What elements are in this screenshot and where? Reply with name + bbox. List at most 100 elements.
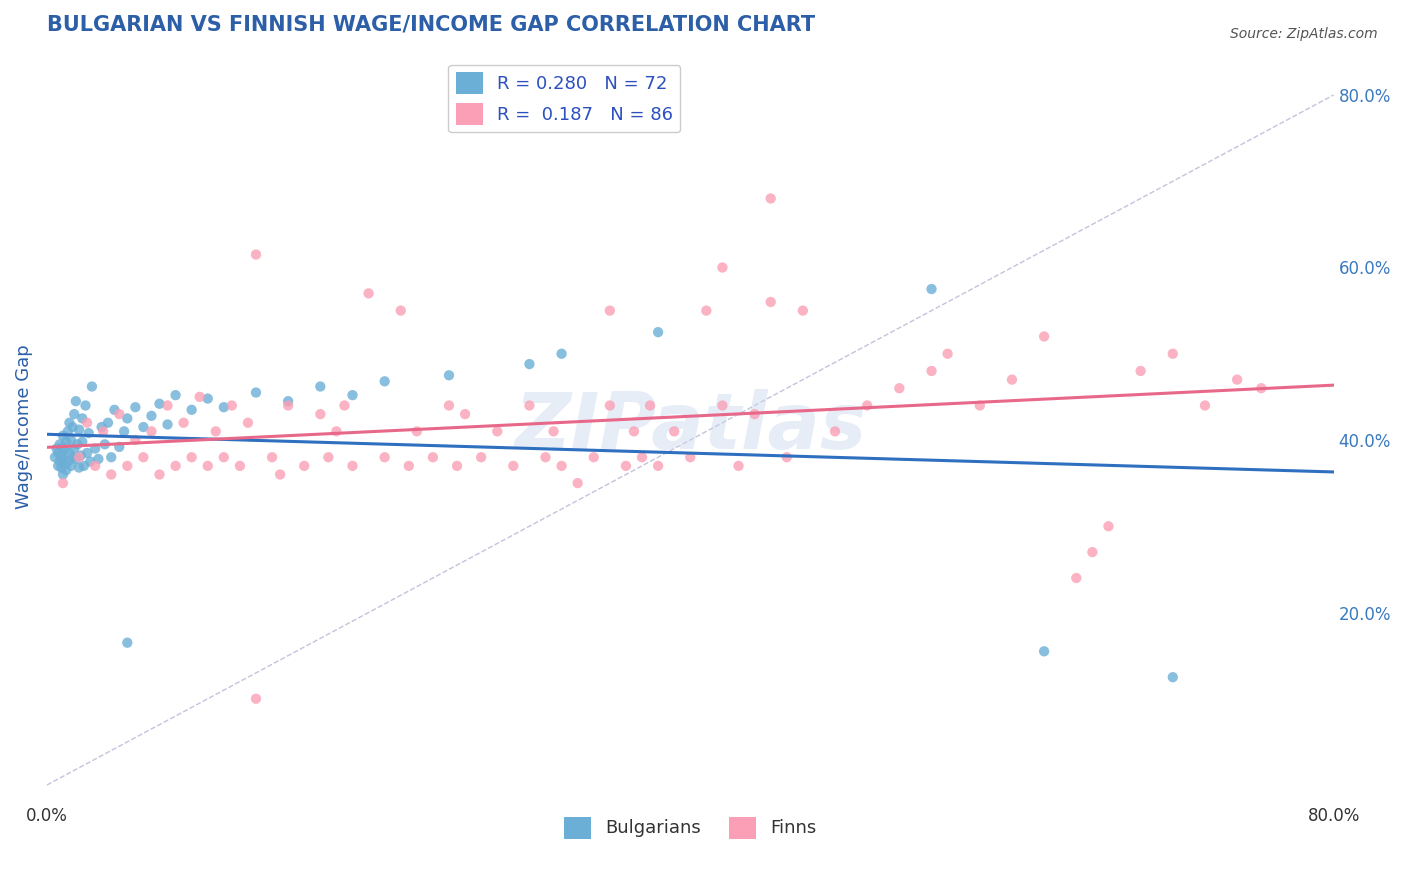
Point [212, 450, 235, 465]
Point [103, 402, 125, 417]
Point [277, 394, 299, 409]
Point [744, 407, 766, 421]
Point [292, 458, 315, 473]
Point [1129, 364, 1152, 378]
Point [856, 399, 879, 413]
Point [84, 442, 107, 456]
Point [60, 458, 83, 473]
Point [262, 450, 284, 465]
Point [55, 434, 77, 449]
Text: ZIPatlas: ZIPatlas [515, 389, 866, 465]
Point [567, 476, 589, 491]
Point [46, 446, 69, 460]
Point [269, 467, 291, 482]
Point [446, 458, 468, 473]
Point [1250, 381, 1272, 395]
Point [599, 303, 621, 318]
Point [141, 409, 163, 423]
Point [60, 433, 83, 447]
Point [389, 303, 412, 318]
Point [79, 454, 101, 468]
Point [58, 416, 80, 430]
Point [1161, 347, 1184, 361]
Point [711, 399, 734, 413]
Point [49, 437, 72, 451]
Point [221, 399, 243, 413]
Point [357, 286, 380, 301]
Point [437, 399, 460, 413]
Point [132, 420, 155, 434]
Point [333, 399, 356, 413]
Point [165, 458, 187, 473]
Point [44, 450, 66, 465]
Point [695, 303, 717, 318]
Point [342, 458, 364, 473]
Point [236, 416, 259, 430]
Point [1081, 545, 1104, 559]
Point [52, 452, 75, 467]
Point [53, 457, 76, 471]
Point [550, 347, 572, 361]
Point [245, 247, 267, 261]
Point [117, 411, 139, 425]
Point [63, 407, 86, 421]
Text: Source: ZipAtlas.com: Source: ZipAtlas.com [1230, 27, 1378, 41]
Point [454, 407, 477, 421]
Point [936, 347, 959, 361]
Point [69, 449, 91, 463]
Point [52, 467, 75, 482]
Point [63, 442, 86, 456]
Point [94, 437, 117, 451]
Point [582, 450, 605, 465]
Point [759, 192, 782, 206]
Legend: Bulgarians, Finns: Bulgarians, Finns [557, 809, 824, 846]
Point [1033, 329, 1056, 343]
Point [470, 450, 492, 465]
Point [711, 260, 734, 275]
Point [156, 417, 179, 432]
Point [108, 407, 131, 421]
Point [679, 450, 702, 465]
Point [91, 425, 114, 439]
Point [65, 394, 87, 409]
Point [374, 375, 396, 389]
Point [229, 458, 252, 473]
Point [437, 368, 460, 383]
Point [197, 392, 219, 406]
Point [212, 401, 235, 415]
Point [647, 325, 669, 339]
Point [132, 450, 155, 465]
Point [519, 357, 541, 371]
Point [52, 440, 75, 454]
Point [318, 450, 340, 465]
Point [245, 691, 267, 706]
Point [664, 425, 686, 439]
Point [631, 450, 654, 465]
Point [1001, 373, 1024, 387]
Point [67, 450, 90, 465]
Point [1097, 519, 1119, 533]
Point [180, 402, 202, 417]
Point [486, 425, 509, 439]
Point [502, 458, 524, 473]
Point [727, 458, 749, 473]
Point [49, 454, 72, 468]
Point [51, 449, 73, 463]
Point [173, 416, 195, 430]
Point [969, 399, 991, 413]
Point [52, 476, 75, 491]
Point [84, 458, 107, 473]
Point [309, 379, 332, 393]
Point [405, 425, 427, 439]
Point [1161, 670, 1184, 684]
Point [204, 425, 226, 439]
Point [117, 636, 139, 650]
Point [112, 425, 135, 439]
Point [534, 450, 557, 465]
Point [638, 399, 661, 413]
Point [398, 458, 420, 473]
Point [51, 460, 73, 475]
Point [148, 467, 170, 482]
Point [45, 442, 67, 456]
Point [921, 364, 943, 378]
